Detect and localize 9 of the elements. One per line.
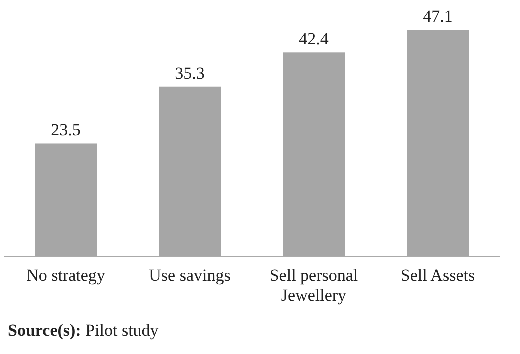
data-label: 35.3 — [175, 64, 205, 83]
x-tick-label: Sell personal Jewellery — [270, 266, 358, 305]
x-tick-label: No strategy — [26, 266, 106, 285]
data-label: 42.4 — [299, 30, 330, 49]
data-label: 47.1 — [423, 7, 453, 26]
source-note: Source(s): Pilot study — [8, 321, 160, 340]
data-label: 23.5 — [51, 120, 81, 140]
x-tick-label: Sell Assets — [400, 266, 476, 285]
x-tick-label: Use savings — [149, 266, 231, 285]
